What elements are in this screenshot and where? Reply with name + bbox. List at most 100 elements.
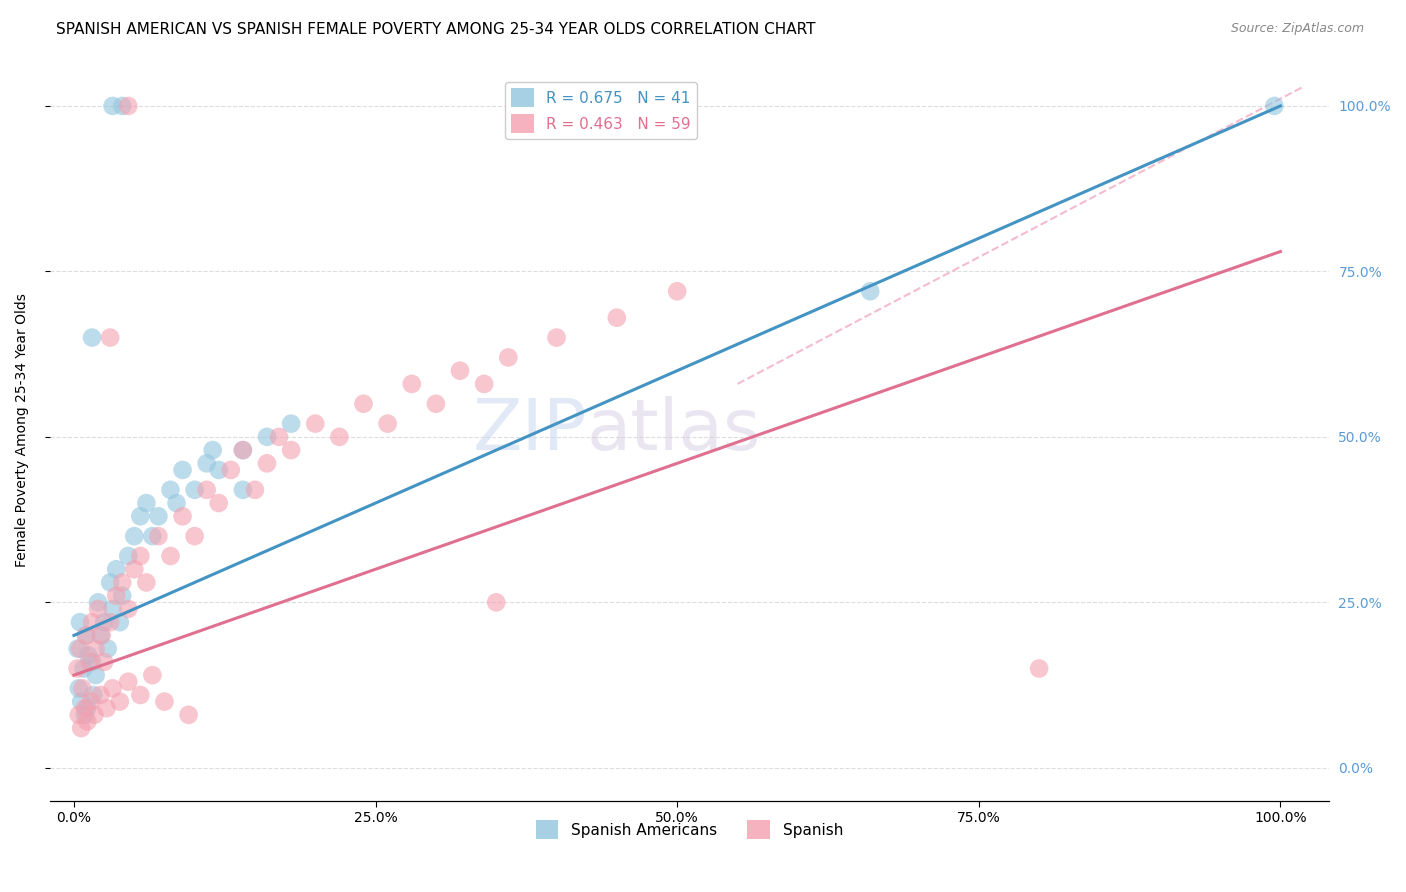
Point: [243, 483, 266, 497]
Point: [195, 456, 218, 470]
Point: [129, 688, 152, 702]
Point: [111, 99, 134, 113]
Point: [101, 681, 124, 696]
Point: [859, 285, 882, 299]
Point: [80, 655, 103, 669]
Point: [96, 701, 118, 715]
Y-axis label: Female Poverty Among 25-34 Year Olds: Female Poverty Among 25-34 Year Olds: [15, 293, 30, 567]
Point: [75, 628, 97, 642]
Point: [111, 589, 134, 603]
Point: [219, 463, 242, 477]
Point: [1028, 661, 1050, 675]
Point: [183, 529, 205, 543]
Point: [485, 595, 508, 609]
Point: [66, 641, 89, 656]
Point: [195, 483, 218, 497]
Point: [449, 364, 471, 378]
Point: [77, 648, 100, 663]
Point: [93, 655, 115, 669]
Point: [153, 695, 176, 709]
Point: [97, 641, 120, 656]
Point: [80, 695, 103, 709]
Point: [69, 615, 91, 630]
Point: [135, 496, 157, 510]
Point: [166, 496, 188, 510]
Point: [425, 397, 447, 411]
Point: [117, 602, 139, 616]
Point: [67, 707, 90, 722]
Point: [105, 589, 128, 603]
Point: [159, 483, 181, 497]
Point: [87, 602, 110, 616]
Point: [401, 376, 423, 391]
Point: [546, 330, 568, 344]
Point: [101, 99, 124, 113]
Point: [129, 549, 152, 563]
Point: [98, 575, 121, 590]
Point: [606, 310, 628, 325]
Point: [148, 529, 170, 543]
Point: [72, 661, 94, 675]
Point: [135, 575, 157, 590]
Point: [98, 615, 121, 630]
Point: [80, 615, 103, 630]
Text: Source: ZipAtlas.com: Source: ZipAtlas.com: [1230, 22, 1364, 36]
Point: [124, 529, 146, 543]
Point: [105, 562, 128, 576]
Point: [89, 688, 111, 702]
Point: [256, 456, 278, 470]
Point: [72, 681, 94, 696]
Point: [267, 430, 290, 444]
Point: [66, 661, 89, 675]
Point: [141, 529, 163, 543]
Point: [666, 285, 689, 299]
Point: [117, 99, 139, 113]
Point: [90, 628, 112, 642]
Point: [172, 509, 194, 524]
Point: [76, 701, 98, 715]
Point: [498, 351, 520, 365]
Point: [79, 655, 101, 669]
Point: [67, 681, 90, 696]
Point: [377, 417, 399, 431]
Point: [75, 628, 97, 642]
Point: [73, 707, 96, 722]
Point: [256, 430, 278, 444]
Point: [232, 443, 254, 458]
Point: [208, 496, 231, 510]
Point: [87, 595, 110, 609]
Point: [208, 463, 231, 477]
Point: [472, 376, 495, 391]
Point: [111, 575, 134, 590]
Point: [101, 602, 124, 616]
Point: [148, 509, 170, 524]
Point: [177, 707, 200, 722]
Point: [159, 549, 181, 563]
Point: [108, 615, 131, 630]
Point: [82, 688, 104, 702]
Point: [183, 483, 205, 497]
Text: atlas: atlas: [586, 396, 761, 465]
Point: [117, 674, 139, 689]
Point: [84, 668, 107, 682]
Text: SPANISH AMERICAN VS SPANISH FEMALE POVERTY AMONG 25-34 YEAR OLDS CORRELATION CHA: SPANISH AMERICAN VS SPANISH FEMALE POVER…: [56, 22, 815, 37]
Point: [117, 549, 139, 563]
Point: [84, 641, 107, 656]
Legend: Spanish Americans, Spanish: Spanish Americans, Spanish: [530, 814, 849, 845]
Point: [172, 463, 194, 477]
Point: [141, 668, 163, 682]
Point: [70, 695, 93, 709]
Point: [232, 483, 254, 497]
Point: [280, 417, 302, 431]
Point: [89, 628, 111, 642]
Point: [73, 701, 96, 715]
Point: [280, 443, 302, 458]
Point: [124, 562, 146, 576]
Point: [108, 695, 131, 709]
Text: ZIP: ZIP: [472, 396, 586, 465]
Point: [353, 397, 375, 411]
Point: [1263, 99, 1285, 113]
Point: [70, 721, 93, 735]
Point: [232, 443, 254, 458]
Point: [83, 707, 105, 722]
